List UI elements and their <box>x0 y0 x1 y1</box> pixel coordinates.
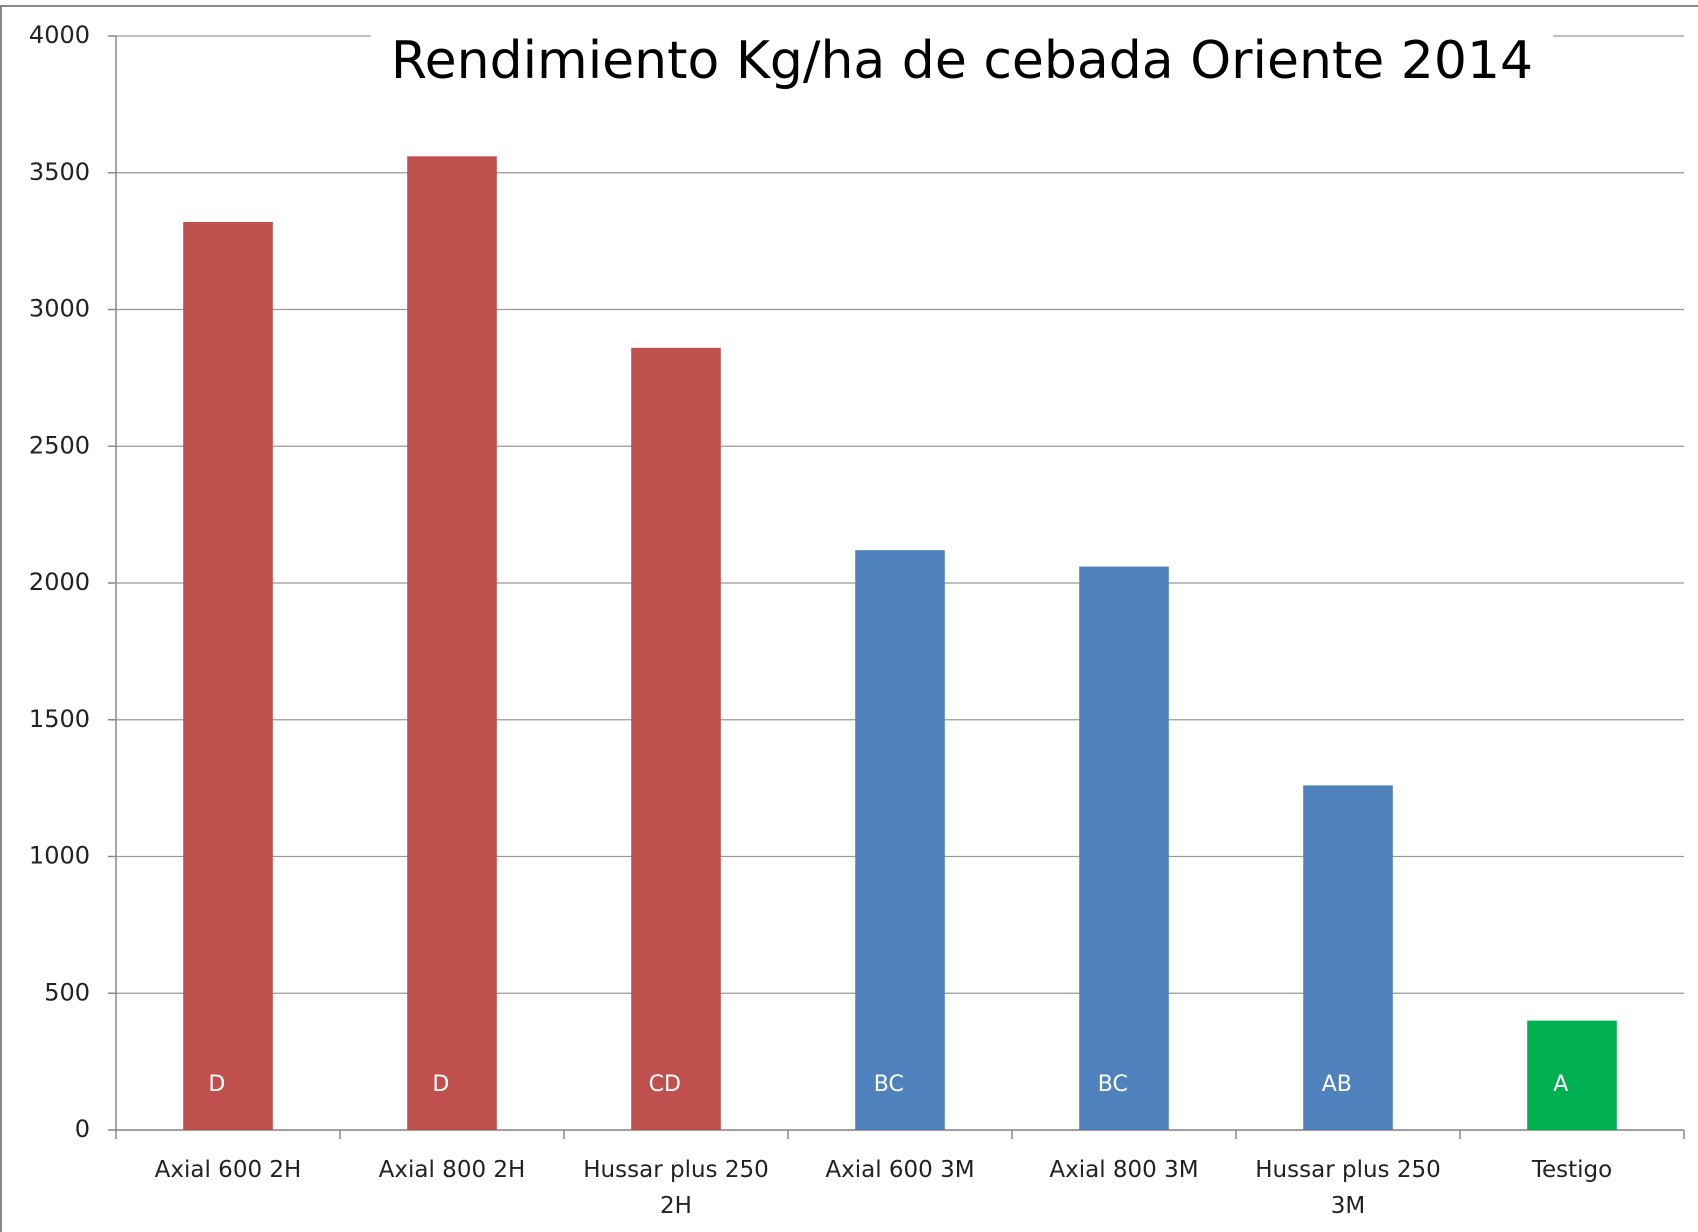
title-background <box>370 21 1554 101</box>
bar <box>855 550 945 1130</box>
bar <box>631 347 721 1130</box>
y-tick-label: 1000 <box>29 842 90 870</box>
y-tick-label: 3500 <box>29 158 90 186</box>
bar-annotation: CD <box>649 1072 681 1097</box>
y-tick-label: 4000 <box>29 21 90 49</box>
bar <box>407 156 497 1131</box>
x-tick-label: Hussar plus 250 2H <box>583 1157 769 1219</box>
bar-annotation: BC <box>874 1072 904 1097</box>
y-tick-label: 2000 <box>29 568 90 596</box>
x-tick-label: Axial 800 3M <box>1049 1157 1199 1183</box>
bar-annotation: D <box>208 1072 225 1097</box>
y-tick-label: 2500 <box>29 431 90 459</box>
bar <box>1079 566 1169 1130</box>
y-tick-label: 1500 <box>29 705 90 733</box>
x-tick-label: Axial 600 3M <box>825 1157 975 1183</box>
bar <box>183 221 273 1131</box>
bar-annotation: D <box>432 1072 449 1097</box>
bar-annotation: BC <box>1098 1072 1128 1097</box>
bar-annotation: A <box>1553 1072 1568 1097</box>
y-tick-label: 0 <box>75 1115 90 1143</box>
y-tick-label: 500 <box>44 978 90 1006</box>
chart-border <box>0 5 1698 1232</box>
x-tick-label: Axial 800 2H <box>378 1157 526 1183</box>
chart-title: Rendimiento Kg/ha de cebada Oriente 2014 <box>391 31 1533 91</box>
y-tick-label: 3000 <box>29 295 90 323</box>
bar <box>1303 785 1393 1130</box>
x-tick-label: Hussar plus 250 3M <box>1255 1157 1441 1219</box>
x-tick-label: Axial 600 2H <box>154 1157 302 1183</box>
x-tick-label: Testigo <box>1531 1157 1613 1183</box>
bar-annotation: AB <box>1322 1072 1352 1097</box>
bar <box>1527 1020 1617 1130</box>
